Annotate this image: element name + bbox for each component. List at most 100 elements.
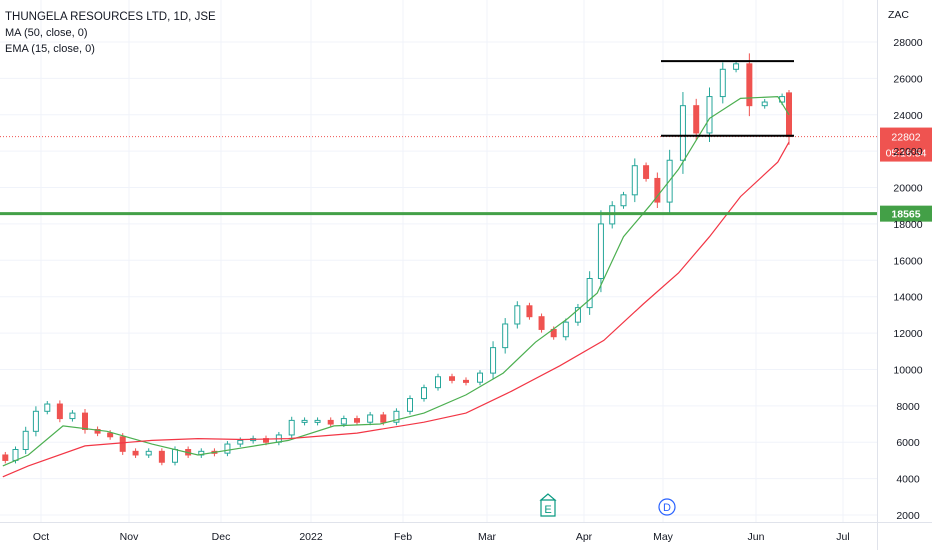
candle-body xyxy=(733,63,740,70)
candle-body xyxy=(526,305,533,318)
candle-body xyxy=(538,316,545,330)
candle-body xyxy=(477,372,483,383)
earnings-marker-shape xyxy=(539,493,557,517)
candle-body xyxy=(746,63,753,107)
support-price-badge xyxy=(880,205,932,222)
candle-body xyxy=(380,414,387,423)
candle-body xyxy=(354,418,360,423)
chart-legend: THUNGELA RESOURCES LTD, 1D, JSE MA (50, … xyxy=(5,9,216,57)
candle-body xyxy=(449,376,455,381)
x-tick-label: Feb xyxy=(394,531,412,543)
last-price-label: 22802 xyxy=(891,132,920,144)
x-tick-label: 2022 xyxy=(299,531,323,543)
candle-body xyxy=(22,430,29,451)
candle-body xyxy=(421,387,427,400)
candle-body xyxy=(562,321,569,338)
y-tick-label: 10000 xyxy=(893,364,922,376)
candle-body xyxy=(597,223,604,280)
x-tick-label: May xyxy=(653,531,674,543)
candle-body xyxy=(435,376,441,389)
y-tick-label: 14000 xyxy=(893,292,922,304)
dividend-marker-label: D xyxy=(663,502,671,514)
y-tick-label: 20000 xyxy=(893,183,922,195)
x-tick-label: Nov xyxy=(120,531,139,543)
x-tick-label: Jul xyxy=(836,531,849,543)
earnings-marker: E xyxy=(539,493,557,517)
candle-body xyxy=(12,449,19,461)
candle-body xyxy=(69,412,76,420)
candle-body xyxy=(172,449,178,463)
candle-body xyxy=(44,403,51,412)
candle-body xyxy=(224,443,231,454)
candle-body xyxy=(490,347,497,374)
candle-body xyxy=(367,414,374,423)
y-tick-label: 4000 xyxy=(896,474,920,486)
candle-body xyxy=(679,105,686,161)
candle-body xyxy=(643,165,650,179)
x-tick-label: Oct xyxy=(33,531,49,543)
y-tick-label: 18000 xyxy=(893,219,922,231)
grid xyxy=(0,0,877,522)
y-tick-label: 6000 xyxy=(896,437,920,449)
candle-body xyxy=(340,418,347,425)
support-price-label: 18565 xyxy=(891,209,920,221)
candle-body xyxy=(761,101,768,107)
legend-title: THUNGELA RESOURCES LTD, 1D, JSE xyxy=(5,11,216,23)
y-tick-label: 12000 xyxy=(893,328,922,340)
bar-countdown-label: 05:16:54 xyxy=(886,148,927,160)
legend-ema: EMA (15, close, 0) xyxy=(5,43,95,55)
candle-body xyxy=(82,412,88,430)
candle-body xyxy=(132,450,139,456)
candle-body xyxy=(502,323,509,349)
x-tick-label: Dec xyxy=(212,531,231,543)
y-tick-label: 22000 xyxy=(893,146,922,158)
dividend-marker-shape xyxy=(658,498,676,516)
candle-body xyxy=(654,177,661,203)
candle-body xyxy=(2,454,9,461)
candle-body xyxy=(145,450,152,456)
candle-body xyxy=(56,403,63,420)
candle-body xyxy=(719,68,726,98)
candle-body xyxy=(463,379,469,383)
candle-body xyxy=(32,410,39,432)
legend-ma: MA (50, close, 0) xyxy=(5,27,88,39)
candle-body xyxy=(119,436,126,452)
candle-body xyxy=(514,305,521,325)
candle-body xyxy=(631,165,638,196)
candle-body xyxy=(237,439,244,445)
ema-15-line xyxy=(2,95,790,467)
chart-marks xyxy=(2,53,792,478)
y-tick-label: 28000 xyxy=(893,37,922,49)
candle-body xyxy=(94,428,101,434)
chart-overlays: 18565 22802 05:16:54 E D xyxy=(0,60,932,517)
candle-body xyxy=(786,103,792,138)
y-tick-label: 8000 xyxy=(896,401,920,413)
x-tick-label: Apr xyxy=(576,531,593,543)
earnings-marker-label: E xyxy=(544,504,551,516)
candle-body xyxy=(620,194,627,207)
candle-body xyxy=(301,419,308,423)
candle-body xyxy=(407,398,413,412)
x-tick-label: Jun xyxy=(748,531,765,543)
last-price-badge xyxy=(880,127,932,162)
dividend-marker: D xyxy=(658,498,676,516)
y-tick-label: 16000 xyxy=(893,255,922,267)
y-tick-label: 2000 xyxy=(896,510,920,522)
candle-body xyxy=(158,450,165,463)
currency-label: ZAC xyxy=(888,9,909,21)
candle-body xyxy=(706,96,713,134)
candle-body xyxy=(586,278,593,309)
candle-body xyxy=(693,105,700,134)
ma-50-line xyxy=(2,141,790,478)
candle-body xyxy=(574,307,581,323)
candle-body xyxy=(107,432,114,438)
candle-body xyxy=(288,419,295,436)
y-tick-label: 24000 xyxy=(893,110,922,122)
x-tick-label: Mar xyxy=(478,531,497,543)
y-tick-label: 26000 xyxy=(893,73,922,85)
candle-body xyxy=(314,419,321,423)
candle-body xyxy=(327,419,334,425)
candle-body xyxy=(393,410,400,423)
